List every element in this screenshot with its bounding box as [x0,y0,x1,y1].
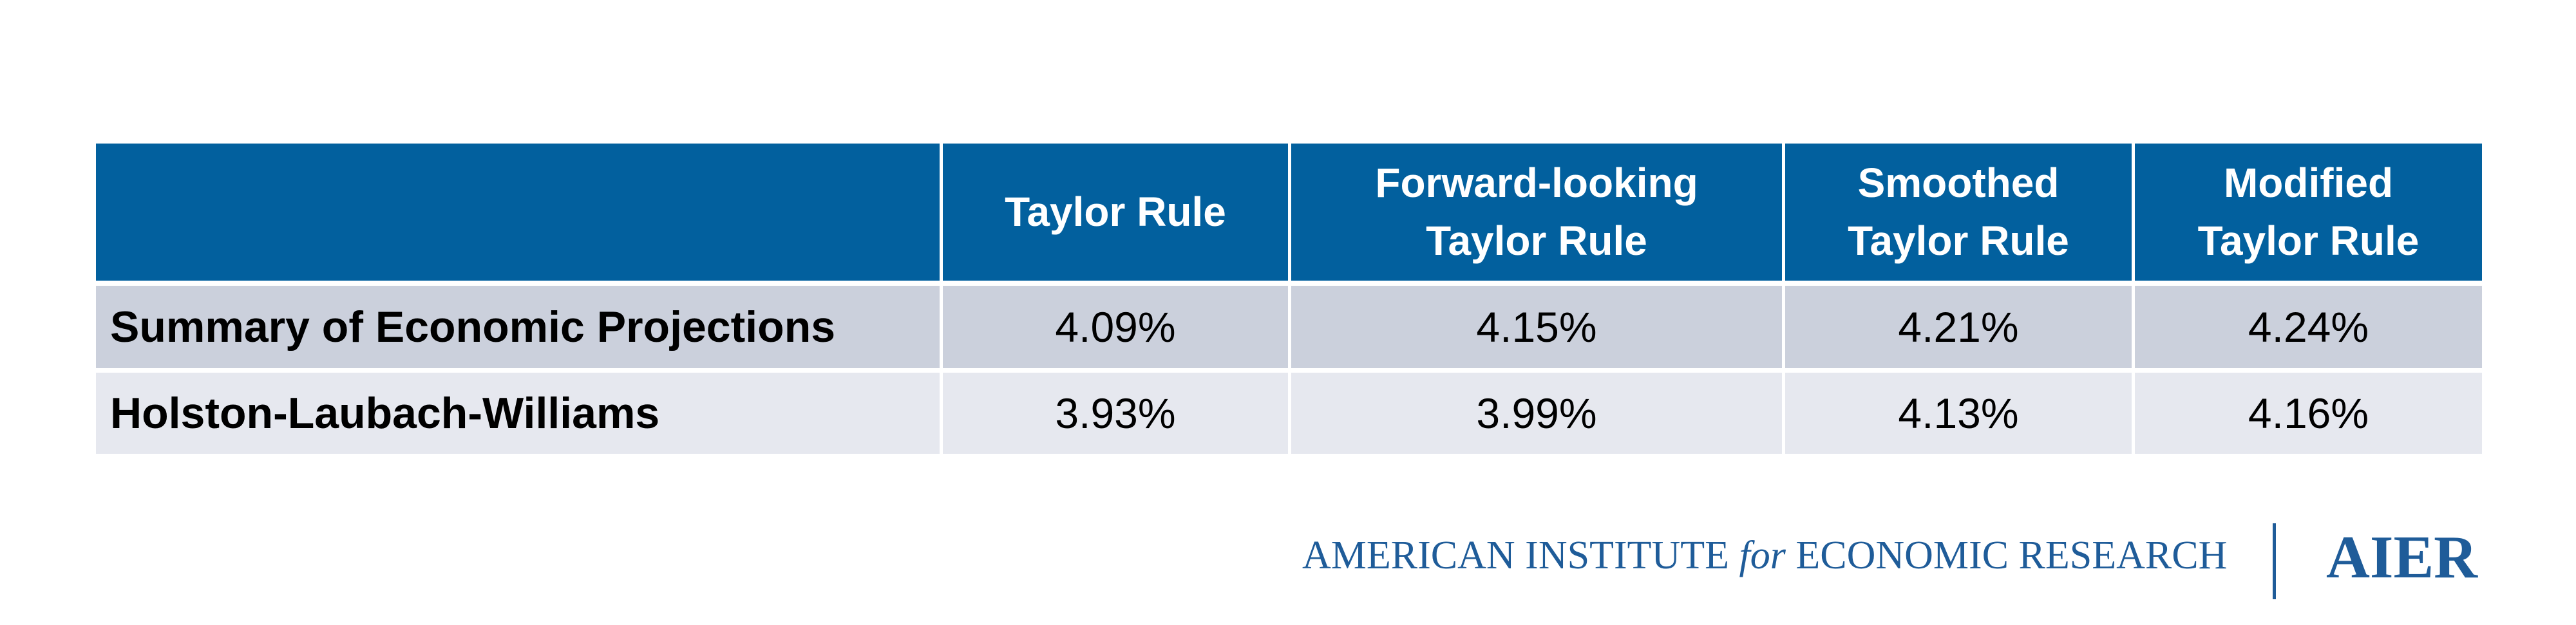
header-cell: Taylor Rule [943,144,1288,281]
row-label: Holston-Laubach-Williams [96,373,940,454]
header-cell: Smoothed Taylor Rule [1785,144,2132,281]
value-cell: 4.24% [2135,286,2482,368]
value-cell: 4.15% [1291,286,1782,368]
header-cell: Modified Taylor Rule [2135,144,2482,281]
row-label: Summary of Economic Projections [96,286,940,368]
value-cell: 4.13% [1785,373,2132,454]
value-cell: 4.21% [1785,286,2132,368]
header-cell: Forward-looking Taylor Rule [1291,144,1782,281]
header-cell [96,144,940,281]
divider [2273,523,2276,599]
organization-name: AMERICAN INSTITUTE for ECONOMIC RESEARCH [1302,533,2227,579]
org-text: ECONOMIC RESEARCH [1795,534,2228,577]
org-text: for [1739,534,1786,577]
value-cell: 3.99% [1291,373,1782,454]
value-cell: 4.16% [2135,373,2482,454]
value-cell: 4.09% [943,286,1288,368]
org-text: AMERICAN INSTITUTE [1302,534,1729,577]
logo: AIER [2326,524,2478,591]
value-cell: 3.93% [943,373,1288,454]
